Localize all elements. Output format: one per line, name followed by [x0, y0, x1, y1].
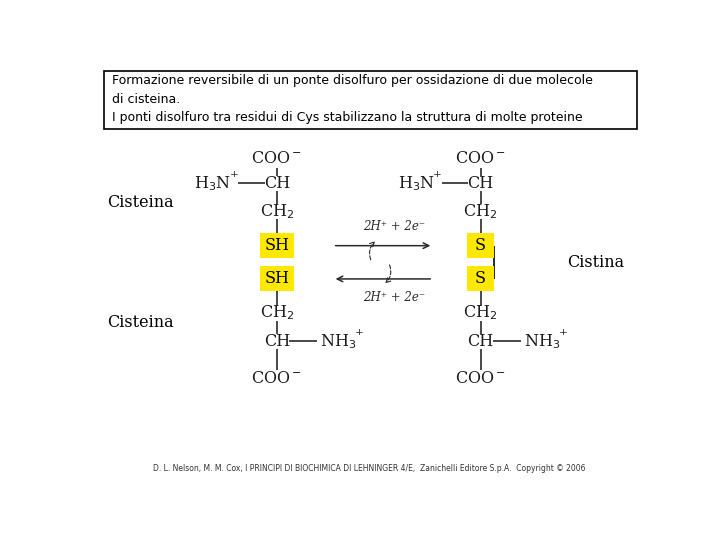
Text: H$_3$N: H$_3$N: [398, 174, 435, 193]
Text: +: +: [559, 328, 567, 336]
Text: COO$^-$: COO$^-$: [455, 150, 506, 167]
Text: COO$^-$: COO$^-$: [251, 370, 302, 387]
Text: CH$_2$: CH$_2$: [464, 202, 498, 220]
Text: +: +: [230, 170, 238, 179]
Text: CH: CH: [467, 333, 494, 350]
Bar: [260, 233, 294, 258]
Text: CH: CH: [467, 175, 494, 192]
Bar: [467, 266, 494, 292]
Text: 2H⁺ + 2e⁻: 2H⁺ + 2e⁻: [363, 220, 426, 233]
Text: 2H⁺ + 2e⁻: 2H⁺ + 2e⁻: [363, 291, 426, 304]
Bar: [260, 266, 294, 292]
Text: S: S: [475, 237, 486, 254]
Text: +: +: [355, 328, 364, 336]
Bar: [467, 233, 494, 258]
Text: COO$^-$: COO$^-$: [251, 150, 302, 167]
Text: S: S: [475, 271, 486, 287]
Text: SH: SH: [264, 271, 289, 287]
Text: +: +: [433, 170, 442, 179]
Bar: [104, 71, 637, 129]
Text: COO$^-$: COO$^-$: [455, 370, 506, 387]
Text: Cistina: Cistina: [567, 254, 624, 271]
Text: SH: SH: [264, 237, 289, 254]
Text: Formazione reversibile di un ponte disolfuro per ossidazione di due molecole
di : Formazione reversibile di un ponte disol…: [112, 75, 593, 124]
Text: CH$_2$: CH$_2$: [260, 303, 294, 322]
Text: CH: CH: [264, 333, 290, 350]
Text: CH: CH: [264, 175, 290, 192]
Text: CH$_2$: CH$_2$: [464, 303, 498, 322]
Text: H$_3$N: H$_3$N: [194, 174, 231, 193]
Text: NH$_3$: NH$_3$: [320, 332, 356, 350]
Text: CH$_2$: CH$_2$: [260, 202, 294, 220]
Text: D. L. Nelson, M. M. Cox, I PRINCIPI DI BIOCHIMICA DI LEHNINGER 4/E,  Zanichelli : D. L. Nelson, M. M. Cox, I PRINCIPI DI B…: [153, 464, 585, 473]
Text: Cisteina: Cisteina: [107, 193, 174, 211]
Text: NH$_3$: NH$_3$: [524, 332, 560, 350]
Text: Cisteina: Cisteina: [107, 314, 174, 331]
